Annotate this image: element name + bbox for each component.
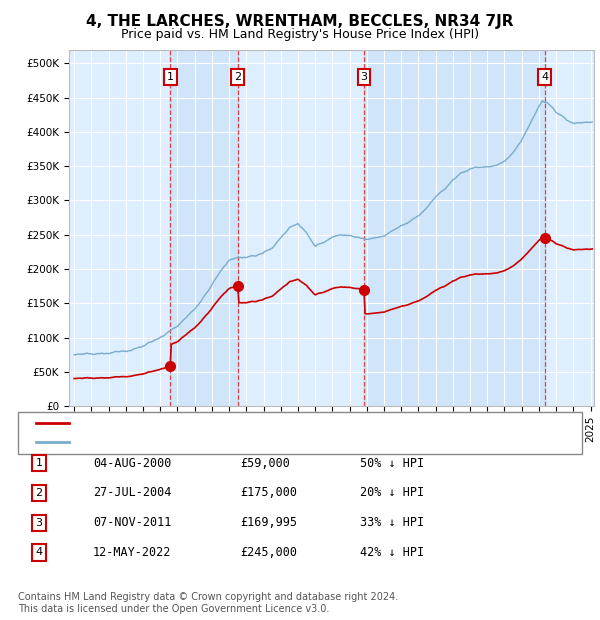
Text: 4: 4 [35,547,43,557]
Text: 4, THE LARCHES, WRENTHAM, BECCLES, NR34 7JR (detached house): 4, THE LARCHES, WRENTHAM, BECCLES, NR34 … [75,418,451,428]
Text: 2: 2 [35,488,43,498]
Text: HPI: Average price, detached house, East Suffolk: HPI: Average price, detached house, East… [75,437,342,447]
Text: £59,000: £59,000 [240,457,290,469]
Text: 50% ↓ HPI: 50% ↓ HPI [360,457,424,469]
Text: 4: 4 [541,72,548,82]
Text: £169,995: £169,995 [240,516,297,529]
Text: 1: 1 [35,458,43,468]
Text: 1: 1 [167,72,174,82]
Text: 04-AUG-2000: 04-AUG-2000 [93,457,172,469]
Bar [364,50,545,406]
Text: 27-JUL-2004: 27-JUL-2004 [93,487,172,499]
Bar [170,50,238,406]
Text: 20% ↓ HPI: 20% ↓ HPI [360,487,424,499]
Text: £175,000: £175,000 [240,487,297,499]
Text: £245,000: £245,000 [240,546,297,559]
Text: 42% ↓ HPI: 42% ↓ HPI [360,546,424,559]
Text: Price paid vs. HM Land Registry's House Price Index (HPI): Price paid vs. HM Land Registry's House … [121,28,479,41]
Text: 4, THE LARCHES, WRENTHAM, BECCLES, NR34 7JR: 4, THE LARCHES, WRENTHAM, BECCLES, NR34 … [86,14,514,29]
Text: 07-NOV-2011: 07-NOV-2011 [93,516,172,529]
Text: 33% ↓ HPI: 33% ↓ HPI [360,516,424,529]
Text: 3: 3 [35,518,43,528]
Text: Contains HM Land Registry data © Crown copyright and database right 2024.
This d: Contains HM Land Registry data © Crown c… [18,592,398,614]
Text: 2: 2 [234,72,241,82]
Text: 3: 3 [361,72,367,82]
Text: 12-MAY-2022: 12-MAY-2022 [93,546,172,559]
